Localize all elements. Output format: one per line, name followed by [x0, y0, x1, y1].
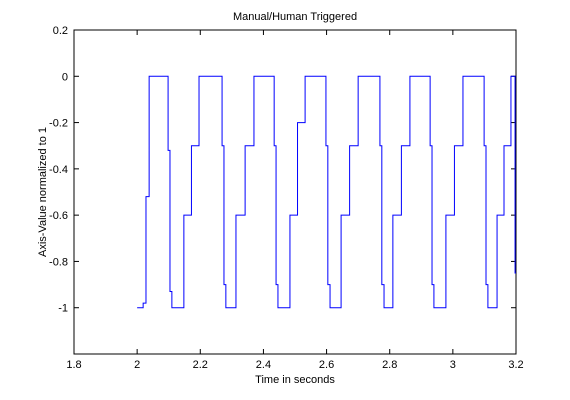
chart-title: Manual/Human Triggered: [233, 11, 357, 23]
data-line: [137, 75, 516, 309]
x-tick-label: 2.4: [256, 359, 271, 371]
x-axis-label: Time in seconds: [255, 374, 335, 386]
x-tick-label: 3: [450, 359, 456, 371]
x-tick-label: 2: [134, 359, 140, 371]
y-tick-label: -0.4: [49, 164, 68, 176]
y-tick-label: -1: [58, 303, 68, 315]
y-tick-label: -0.2: [49, 118, 68, 130]
y-tick-label: -0.8: [49, 256, 68, 268]
y-tick-label: 0: [62, 71, 68, 83]
y-axis-label: Axis-Value normalized to 1: [37, 127, 49, 257]
y-tick-label: -0.6: [49, 210, 68, 222]
x-tick-label: 1.8: [66, 359, 81, 371]
x-tick-label: 2.8: [382, 359, 397, 371]
x-tick-label: 2.2: [193, 359, 208, 371]
y-tick-label: 0.2: [53, 25, 68, 37]
x-tick-label: 2.6: [319, 359, 334, 371]
plot-area: [73, 29, 517, 355]
x-tick-label: 3.2: [508, 359, 523, 371]
